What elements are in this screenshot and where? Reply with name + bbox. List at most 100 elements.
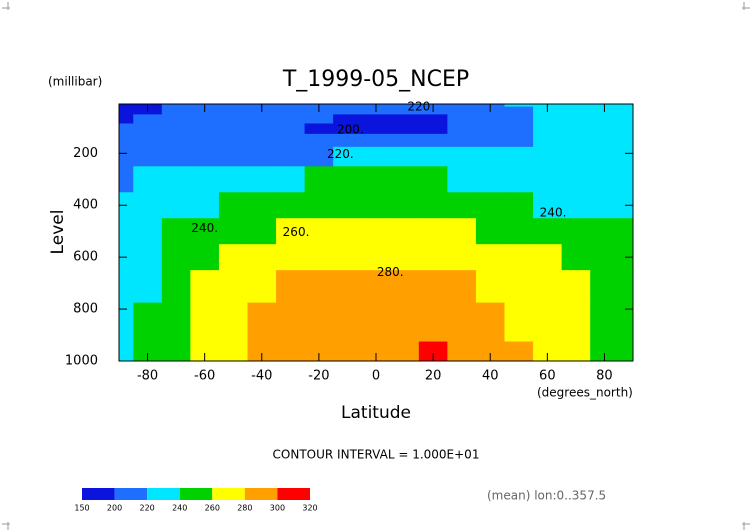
temperature-cell (247, 114, 277, 124)
temperature-cell (504, 146, 534, 167)
temperature-cell (119, 218, 134, 245)
x-tick-label: -80 (137, 369, 158, 384)
temperature-cell (561, 123, 591, 135)
temperature-cell (361, 146, 391, 167)
temperature-cell (390, 104, 420, 108)
temperature-cell (533, 192, 563, 219)
temperature-cell (218, 123, 248, 135)
temperature-cell (218, 218, 248, 245)
colorbar-label: 240 (172, 504, 187, 513)
temperature-cell (161, 192, 191, 219)
temperature-cell (161, 302, 191, 343)
temperature-cell (475, 218, 505, 245)
contour-label: 220. (327, 147, 354, 161)
temperature-cell (361, 218, 391, 245)
temperature-cell (561, 244, 591, 271)
temperature-cell (390, 114, 420, 124)
temperature-cell (561, 192, 591, 219)
contour-label: 240. (540, 206, 567, 220)
crop-mark (2, 2, 10, 10)
temperature-cell (390, 270, 420, 304)
temperature-cell (590, 192, 620, 219)
plot-area (119, 104, 634, 362)
colorbar-label: 280 (237, 504, 252, 513)
colorbar-swatch (147, 488, 180, 500)
temperature-cell (247, 341, 277, 362)
temperature-cell (390, 302, 420, 343)
temperature-cell (561, 166, 591, 193)
contour-note: CONTOUR INTERVAL = 1.000E+01 (273, 448, 480, 462)
temperature-cell (618, 146, 634, 167)
temperature-cell (276, 166, 306, 193)
colorbar-swatch (277, 488, 310, 500)
temperature-cell (533, 146, 563, 167)
temperature-cell (161, 146, 191, 167)
temperature-cell (561, 270, 591, 304)
temperature-cell (533, 218, 563, 245)
temperature-cell (247, 270, 277, 304)
temperature-cell (119, 146, 134, 167)
temperature-cell (561, 104, 591, 108)
temperature-cell (133, 114, 163, 124)
temperature-cell (161, 341, 191, 362)
temperature-cell (218, 104, 248, 108)
temperature-cell (447, 302, 477, 343)
temperature-cell (190, 218, 220, 245)
colorbar-swatch (114, 488, 148, 500)
temperature-cell (447, 166, 477, 193)
temperature-cell (161, 166, 191, 193)
temperature-cell (304, 114, 334, 124)
colorbar-label: 200 (107, 504, 122, 513)
colorbar-swatch (212, 488, 245, 500)
temperature-cell (276, 104, 306, 108)
temperature-cell (304, 146, 334, 167)
footnote: (mean) lon:0..357.5 (487, 489, 606, 503)
colorbar-swatch (244, 488, 278, 500)
temperature-cell (504, 104, 534, 108)
temperature-cell (418, 123, 448, 135)
temperature-cell (447, 106, 477, 115)
temperature-cell (304, 133, 334, 148)
temperature-cell (504, 341, 534, 362)
temperature-cell (333, 302, 363, 343)
temperature-cell (133, 146, 163, 167)
temperature-cell (390, 218, 420, 245)
temperature-cell (504, 218, 534, 245)
temperature-cell (304, 166, 334, 193)
temperature-cell (133, 166, 163, 193)
temperature-cell (133, 341, 163, 362)
temperature-cell (218, 166, 248, 193)
temperature-cell (390, 133, 420, 148)
temperature-cell (418, 270, 448, 304)
temperature-cell (475, 133, 505, 148)
temperature-cell (218, 244, 248, 271)
temperature-cell (333, 244, 363, 271)
temperature-cell (590, 218, 620, 245)
temperature-cell (161, 123, 191, 135)
temperature-cell (333, 270, 363, 304)
temperature-cell (133, 123, 163, 135)
temperature-cell (304, 244, 334, 271)
temperature-cell (190, 114, 220, 124)
y-tick-label: 600 (73, 250, 98, 265)
temperature-cell (504, 192, 534, 219)
temperature-cell (618, 133, 634, 148)
temperature-cell (361, 270, 391, 304)
temperature-cell (333, 123, 363, 135)
temperature-cell (475, 114, 505, 124)
temperature-cell (361, 123, 391, 135)
temperature-cell (247, 166, 277, 193)
temperature-cell (418, 146, 448, 167)
temperature-cell (218, 302, 248, 343)
temperature-cell (161, 104, 191, 108)
temperature-cell (533, 133, 563, 148)
temperature-cell (133, 302, 163, 343)
temperature-cell (304, 341, 334, 362)
temperature-cell (618, 302, 634, 343)
temperature-cell (561, 106, 591, 115)
temperature-cell (590, 166, 620, 193)
temperature-cell (276, 192, 306, 219)
temperature-cell (333, 166, 363, 193)
temperature-cell (133, 192, 163, 219)
temperature-cell (618, 270, 634, 304)
